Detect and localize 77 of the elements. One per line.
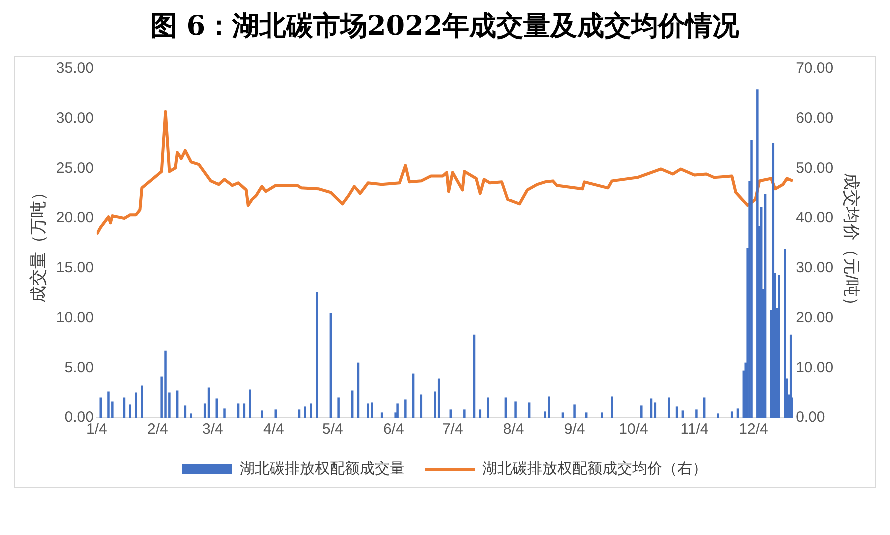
y2-tick-label: 0.00 xyxy=(796,409,826,426)
bar xyxy=(380,412,384,418)
bar xyxy=(784,249,786,418)
y-axis-title: 成交量（万吨） xyxy=(28,184,48,303)
x-tick-label: 8/4 xyxy=(503,421,524,438)
bar xyxy=(585,412,588,418)
bar xyxy=(304,406,307,418)
x-tick-label: 6/4 xyxy=(383,421,404,438)
bar xyxy=(717,414,720,418)
y2-tick-label: 40.00 xyxy=(796,210,834,227)
bar xyxy=(676,406,678,418)
bar xyxy=(654,402,657,418)
bar xyxy=(750,140,753,418)
y-tick-label: 5.00 xyxy=(64,359,94,376)
x-tick-label: 3/4 xyxy=(202,421,224,438)
legend-label: 湖北碳排放权配额成交量 xyxy=(240,460,405,478)
bar xyxy=(249,390,252,418)
bar xyxy=(640,406,643,418)
bar xyxy=(487,398,490,418)
y-tick-label: 35.00 xyxy=(56,60,94,78)
x-tick-label: 4/4 xyxy=(263,421,284,438)
y-tick-label: 20.00 xyxy=(56,210,94,227)
bar xyxy=(316,292,318,418)
bar xyxy=(479,410,482,418)
bar xyxy=(260,410,264,418)
bar xyxy=(224,408,226,418)
x-tick-label: 11/4 xyxy=(680,421,709,438)
bar xyxy=(310,404,312,418)
bar xyxy=(574,404,576,418)
x-tick-label: 12/4 xyxy=(739,421,768,438)
bar xyxy=(237,404,240,418)
bar xyxy=(611,396,614,418)
bar xyxy=(298,410,301,418)
y2-tick-label: 30.00 xyxy=(796,260,834,277)
bar xyxy=(756,90,759,418)
bar xyxy=(338,398,340,418)
bar xyxy=(464,410,466,418)
y2-axis-title: 成交均价（元/吨） xyxy=(842,173,862,314)
x-tick-label: 10/4 xyxy=(619,421,648,438)
y2-tick-label: 70.00 xyxy=(796,60,834,78)
legend-label: 湖北碳排放权配额成交均价（右） xyxy=(482,460,708,478)
y2-tick-label: 10.00 xyxy=(796,359,834,376)
bar xyxy=(243,404,246,418)
bar xyxy=(682,410,684,418)
y2-tick-label: 60.00 xyxy=(796,110,834,127)
bar xyxy=(396,404,399,418)
bar xyxy=(367,404,370,418)
bar xyxy=(650,398,653,418)
y2-tick-label: 50.00 xyxy=(796,160,834,177)
bar xyxy=(216,398,218,418)
bar xyxy=(514,402,517,418)
y-tick-label: 15.00 xyxy=(56,260,94,277)
x-tick-label: 7/4 xyxy=(442,421,464,438)
bar xyxy=(730,412,734,418)
y-tick-label: 25.00 xyxy=(56,160,94,177)
x-tick-label: 5/4 xyxy=(322,421,344,438)
y2-tick-label: 20.00 xyxy=(796,309,834,326)
bar xyxy=(736,408,740,418)
bar xyxy=(404,400,407,418)
bar xyxy=(450,410,452,418)
bar xyxy=(703,398,706,418)
bar xyxy=(696,410,698,418)
y-tick-label: 10.00 xyxy=(56,309,94,326)
bar xyxy=(371,402,374,418)
bar xyxy=(668,398,670,418)
bar xyxy=(528,402,531,418)
bar xyxy=(548,396,550,418)
y-tick-label: 30.00 xyxy=(56,110,94,127)
bar xyxy=(420,394,423,418)
bar xyxy=(274,410,278,418)
bar xyxy=(601,412,604,418)
bar xyxy=(778,275,780,418)
bar xyxy=(504,398,508,418)
chart-title: 图 6：湖北碳市场2022年成交量及成交均价情况 xyxy=(149,10,741,44)
x-tick-label: 9/4 xyxy=(564,421,586,438)
bar xyxy=(562,412,564,418)
x-tick-label: 2/4 xyxy=(147,421,168,438)
